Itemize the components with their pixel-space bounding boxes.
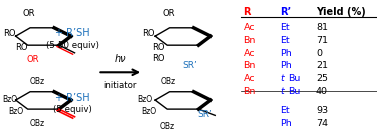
Text: Ph: Ph [280, 119, 292, 128]
Text: + R’SH: + R’SH [55, 28, 89, 38]
Text: Ac: Ac [244, 74, 255, 83]
Text: Et: Et [280, 23, 290, 32]
Text: BzO: BzO [8, 107, 23, 116]
Text: RO: RO [153, 54, 165, 63]
Text: RO: RO [3, 29, 16, 38]
Text: 0: 0 [316, 49, 322, 58]
Text: OR: OR [162, 9, 175, 18]
Text: 71: 71 [316, 36, 328, 45]
Text: Bn: Bn [244, 87, 256, 96]
Text: Et: Et [280, 106, 290, 115]
Text: Bu: Bu [288, 74, 301, 83]
Text: initiator: initiator [104, 81, 137, 90]
Text: R’: R’ [280, 7, 291, 17]
Text: Bn: Bn [244, 36, 256, 45]
Text: OR: OR [23, 9, 35, 18]
Text: BzO: BzO [137, 95, 152, 104]
Text: R: R [244, 7, 251, 17]
Text: SR’: SR’ [183, 61, 198, 70]
Text: Ph: Ph [280, 49, 292, 58]
Text: OR: OR [26, 55, 39, 64]
Text: RO: RO [142, 29, 154, 38]
Text: OBz: OBz [30, 119, 45, 128]
Text: t: t [280, 87, 284, 96]
Text: BzO: BzO [2, 95, 17, 104]
Text: Ac: Ac [244, 23, 255, 32]
Text: 81: 81 [316, 23, 328, 32]
Text: 93: 93 [316, 106, 328, 115]
Text: BzO: BzO [142, 107, 157, 116]
Text: OBz: OBz [30, 77, 45, 86]
Text: Et: Et [280, 36, 290, 45]
Text: (5 equiv): (5 equiv) [53, 105, 92, 114]
Text: Yield (%): Yield (%) [316, 7, 366, 17]
Text: OBz: OBz [159, 122, 175, 131]
Text: 25: 25 [316, 74, 328, 83]
Text: + R’SH: + R’SH [55, 93, 89, 103]
Text: (5-50 equiv): (5-50 equiv) [46, 41, 99, 50]
Text: Ac: Ac [244, 49, 255, 58]
Text: t: t [280, 74, 284, 83]
Text: RO: RO [15, 43, 28, 52]
Text: 40: 40 [316, 87, 328, 96]
Text: Bu: Bu [288, 87, 301, 96]
Text: SR’: SR’ [197, 110, 212, 119]
Text: 21: 21 [316, 61, 328, 70]
Text: Ph: Ph [280, 61, 292, 70]
Text: hν: hν [115, 54, 126, 64]
Text: 74: 74 [316, 119, 328, 128]
Text: Bn: Bn [244, 61, 256, 70]
Text: RO: RO [153, 43, 165, 52]
Text: OBz: OBz [161, 77, 176, 86]
